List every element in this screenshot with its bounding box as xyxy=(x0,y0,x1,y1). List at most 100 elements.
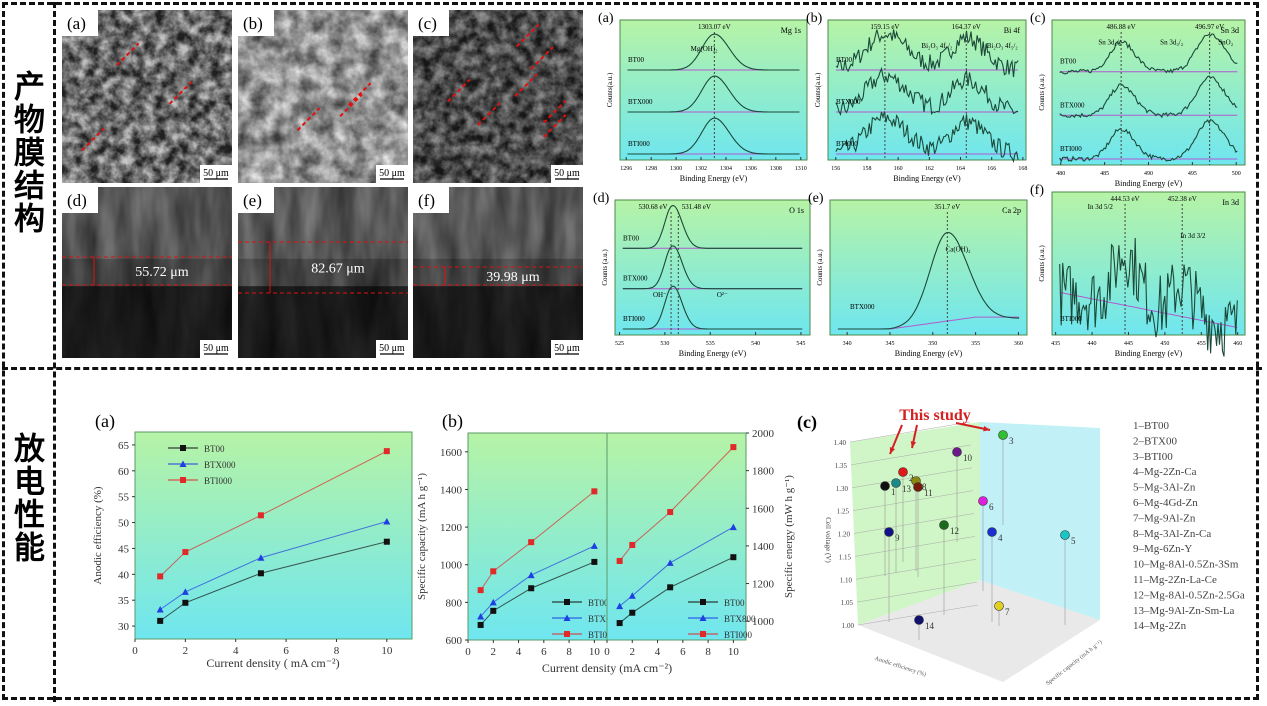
x-tick-label: 1296 xyxy=(620,166,632,172)
xps-panel-mg1s: (a) Mg 1s 1296 1298 1300 1302 1304 1306 1308 1310… xyxy=(598,11,808,183)
crack-marker xyxy=(296,107,321,131)
legend-entry: 3–BTI00 xyxy=(1133,451,1173,463)
data-point xyxy=(591,558,598,565)
legend-label: BT00 xyxy=(588,598,609,608)
sem-texture xyxy=(62,10,232,183)
point-number-label: 2 xyxy=(909,473,914,483)
sem-panel: (d) 50 μm 55.72 μm xyxy=(62,187,232,358)
x-tick-label: 460 xyxy=(1233,341,1242,347)
arrow-head-icon xyxy=(983,426,990,432)
xps-panel-o1s: (d) O 1s 525 530 535 540 545 Binding Energy (eV… xyxy=(593,191,811,358)
legend-entry: 2–BTX00 xyxy=(1133,435,1178,447)
scatter-point-2 xyxy=(898,467,908,477)
sample-label: BT00 xyxy=(623,234,639,242)
spectrum-curve xyxy=(622,285,803,330)
scatter-point-14 xyxy=(914,615,924,625)
plot-area xyxy=(614,199,811,336)
data-point xyxy=(730,554,737,561)
sem-texture xyxy=(413,10,583,183)
y-tick-label: 65 xyxy=(118,440,130,452)
grid-line xyxy=(853,513,975,534)
series-line-BTI000 xyxy=(480,490,595,591)
x-axis-label: Binding Energy (eV) xyxy=(679,349,747,358)
x-tick-label: 2 xyxy=(491,646,497,658)
x-tick-label: 166 xyxy=(987,166,996,172)
z-axis-label: Cell voltage (V) xyxy=(824,517,832,563)
x-tick-label: 1300 xyxy=(670,166,682,172)
crack-marker xyxy=(530,46,554,70)
xps-panel-label: (b) xyxy=(806,11,823,26)
series-line-BTX000 xyxy=(480,545,595,617)
scale-bar-label: 50 μm xyxy=(203,343,229,354)
baseline-fit xyxy=(1059,291,1238,328)
point-number-label: 3 xyxy=(1009,436,1014,446)
y-tick-label: 40 xyxy=(118,569,130,581)
sample-label: BTI000 xyxy=(628,140,650,148)
element-label: Mg 1s xyxy=(781,26,801,35)
plot-area xyxy=(134,431,413,640)
y-tick-label: 30 xyxy=(118,621,130,633)
legend-label: BTX000 xyxy=(204,460,236,470)
y-axis-label: Counts (a.u.) xyxy=(1038,74,1046,111)
scatter-point-12 xyxy=(939,520,949,530)
sem-texture xyxy=(238,187,408,358)
x-tick-label: 545 xyxy=(796,341,805,347)
crack-marker xyxy=(81,127,105,152)
scale-bar-label: 50 μm xyxy=(379,168,405,179)
data-point xyxy=(383,538,390,545)
species-annotation: In 3d 5/2 xyxy=(1088,203,1114,211)
spectrum-curve xyxy=(837,231,1020,330)
sample-label: BTX000 xyxy=(1060,101,1085,109)
chart-panel-label: (a) xyxy=(95,411,115,432)
data-point xyxy=(181,588,189,595)
xps-panel-bi4f: (b) Bi 4f 156 158 160 162 164 166 168 Binding Ene… xyxy=(806,11,1027,183)
y-tick-label: 2000 xyxy=(752,428,775,440)
performance-3d-scatter: (c) 1.00 1.05 1.10 1.15 1.20 1.25 1.30 1.35 1.40 C… xyxy=(797,407,1245,687)
sem-panel: (f) 50 μm 39.98 μm xyxy=(413,187,583,358)
x-tick-label: 530 xyxy=(660,341,669,347)
species-annotation: Ca(OH)₂ xyxy=(946,245,972,253)
data-point xyxy=(528,539,535,546)
x-tick-label: 168 xyxy=(1018,166,1027,172)
sem-panel: (c) 50 μm xyxy=(413,10,583,183)
element-label: Sn 3d xyxy=(1221,26,1239,35)
legend-entry: 14–Mg-2Zn xyxy=(1133,620,1187,632)
x-axis-label: Binding Energy (eV) xyxy=(680,174,748,183)
scatter-point-3 xyxy=(998,430,1008,440)
point-number-label: 1 xyxy=(891,487,896,497)
series-line-BTI000 xyxy=(159,450,388,577)
x-tick-label: 360 xyxy=(1014,341,1023,347)
sem-panel-label: (c) xyxy=(418,14,437,33)
data-point xyxy=(180,477,186,483)
x-tick-label: 2 xyxy=(183,645,189,657)
point-number-label: 6 xyxy=(989,502,994,512)
point-number-label: 5 xyxy=(1071,536,1076,546)
film-thickness-label: 55.72 μm xyxy=(135,265,189,280)
legend-label: BTI000 xyxy=(724,630,752,640)
scale-bar-label: 50 μm xyxy=(554,343,580,354)
xps-panel-sn3d: (c) Sn 3d 480 485 490 495 500 Binding Energy (e… xyxy=(1030,11,1246,188)
x-tick-label: 540 xyxy=(751,341,760,347)
x-tick-label: 4 xyxy=(655,646,661,658)
peak-energy-label: 486.88 eV xyxy=(1107,23,1136,31)
data-point xyxy=(616,557,623,564)
z-tick-label: 1.00 xyxy=(842,622,855,630)
y-axis-label: Counts (a.u.) xyxy=(1038,245,1046,282)
xps-panel-label: (f) xyxy=(1030,183,1044,198)
sample-label: BTX000 xyxy=(628,98,653,106)
x-axis-label: Anodic efficiency (%) xyxy=(874,655,927,678)
sem-panel-label: (f) xyxy=(418,191,435,210)
point-number-label: 13 xyxy=(902,484,912,494)
z-tick-label: 1.20 xyxy=(838,531,851,539)
legend-entry: 10–Mg-8Al-0.5Zn-3Sm xyxy=(1133,559,1239,571)
y-axis-label: Counts(a.u.) xyxy=(606,72,614,107)
legend-label: BT00 xyxy=(724,598,745,608)
grid-line xyxy=(857,604,979,626)
this-study-annotation: This study xyxy=(899,407,971,424)
sample-label: BTI000 xyxy=(623,315,645,323)
section-label-structure: 产物膜结构 xyxy=(8,70,44,235)
series-line-BTX800 xyxy=(619,526,734,607)
x-tick-label: 1298 xyxy=(645,166,657,172)
x-tick-label: 1310 xyxy=(795,166,807,172)
point-number-label: 4 xyxy=(998,533,1003,543)
